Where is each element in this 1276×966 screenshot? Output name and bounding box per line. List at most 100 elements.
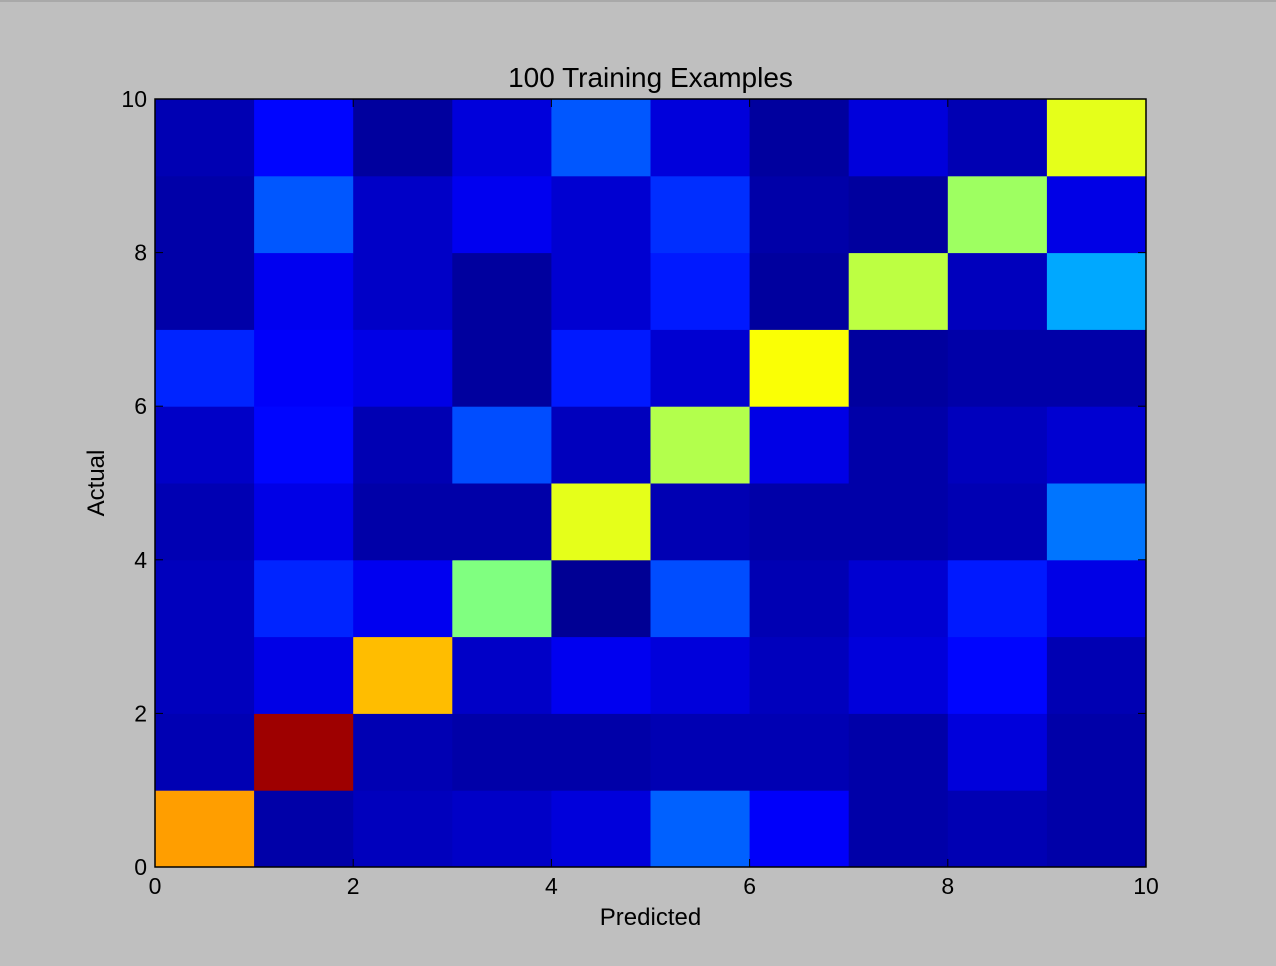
heatmap-cell-r3-c4 (551, 559, 651, 638)
y-tick-label-8: 8 (134, 240, 147, 266)
y-tick-label-4: 4 (134, 547, 147, 573)
heatmap-cell-r9-c7 (848, 99, 949, 177)
heatmap-cell-r6-c2 (353, 329, 453, 407)
heatmap-cell-r6-c1 (254, 329, 354, 407)
heatmap-cell-r4-c0 (155, 483, 255, 561)
heatmap-cell-r6-c4 (551, 329, 651, 407)
heatmap-cell-r4-c8 (947, 483, 1048, 561)
heatmap-cell-r2-c9 (1046, 636, 1147, 714)
heatmap-cell-r9-c8 (947, 99, 1048, 177)
heatmap-cell-r7-c6 (749, 252, 850, 330)
heatmap-cell-r7-c9 (1046, 252, 1147, 330)
heatmap-cell-r5-c2 (353, 406, 453, 484)
heatmap-cell-r1-c3 (452, 713, 552, 791)
heatmap-cell-r8-c9 (1046, 175, 1147, 254)
heatmap-cell-r3-c0 (155, 559, 255, 638)
heatmap-cell-r1-c6 (749, 713, 850, 791)
heatmap-cell-r5-c0 (155, 406, 255, 484)
heatmap-cell-r5-c7 (848, 406, 949, 484)
heatmap-cell-r5-c9 (1046, 406, 1147, 484)
heatmap-cell-r9-c0 (155, 99, 255, 177)
heatmap-cell-r5-c1 (254, 406, 354, 484)
x-tick-label-8: 8 (941, 873, 954, 899)
heatmap-cell-r9-c6 (749, 99, 850, 177)
heatmap-cell-r3-c9 (1046, 559, 1147, 638)
heatmap-cell-r3-c6 (749, 559, 850, 638)
heatmap-cell-r9-c4 (551, 99, 651, 177)
heatmap-cell-r9-c3 (452, 99, 552, 177)
heatmap-cell-r8-c1 (254, 175, 354, 254)
heatmap-cell-r6-c7 (848, 329, 949, 407)
x-tick-label-10: 10 (1133, 873, 1159, 899)
heatmap-cell-r4-c7 (848, 483, 949, 561)
heatmap-cell-r6-c5 (650, 329, 751, 407)
heatmap-cell-r5-c6 (749, 406, 850, 484)
heatmap-cell-r8-c4 (551, 175, 651, 254)
chart-title: 100 Training Examples (508, 62, 793, 93)
heatmap-cell-r7-c3 (452, 252, 552, 330)
y-tick-label-2: 2 (134, 700, 147, 726)
heatmap-cell-r9-c5 (650, 99, 751, 177)
heatmap-cell-r1-c8 (947, 713, 1048, 791)
heatmap-cell-r2-c3 (452, 636, 552, 714)
heatmap-cell-r6-c8 (947, 329, 1048, 407)
x-tick-labels: 0 2 4 6 8 10 (149, 873, 1159, 899)
window-top-border (0, 0, 1276, 2)
heatmap-cell-r4-c9 (1046, 483, 1147, 561)
heatmap-cell-r4-c6 (749, 483, 850, 561)
heatmap-cell-r5-c3 (452, 406, 552, 484)
x-tick-label-6: 6 (743, 873, 756, 899)
heatmap-cell-r2-c5 (650, 636, 751, 714)
heatmap-cell-r3-c1 (254, 559, 354, 638)
x-tick-label-4: 4 (545, 873, 558, 899)
heatmap-cell-r7-c0 (155, 252, 255, 330)
heatmap-cell-r0-c9 (1046, 790, 1147, 868)
heatmap-cell-r4-c5 (650, 483, 751, 561)
heatmap-cell-r6-c3 (452, 329, 552, 407)
heatmap-cell-r7-c1 (254, 252, 354, 330)
x-axis-label: Predicted (600, 904, 701, 931)
y-tick-label-0: 0 (134, 854, 147, 880)
heatmap-cell-r0-c3 (452, 790, 552, 868)
heatmap-cell-r7-c7 (848, 252, 949, 330)
heatmap-cell-r4-c1 (254, 483, 354, 561)
heatmap-cell-r4-c3 (452, 483, 552, 561)
y-tick-labels: 0 2 4 6 8 10 (121, 86, 147, 880)
heatmap-cell-r6-c6 (749, 329, 850, 407)
heatmap-cell-r1-c7 (848, 713, 949, 791)
heatmap-cell-r0-c4 (551, 790, 651, 868)
heatmap-cell-r3-c8 (947, 559, 1048, 638)
heatmap-cell-r8-c7 (848, 175, 949, 254)
heatmap-cell-r2-c2 (353, 636, 453, 714)
y-tick-label-10: 10 (121, 86, 147, 112)
heatmap-cell-r0-c6 (749, 790, 850, 868)
heatmap-cell-r2-c6 (749, 636, 850, 714)
heatmap-cell-r7-c4 (551, 252, 651, 330)
heatmap-cell-r7-c8 (947, 252, 1048, 330)
heatmap-cell-r0-c1 (254, 790, 354, 868)
heatmap-cell-r1-c5 (650, 713, 751, 791)
heatmap-cell-r3-c2 (353, 559, 453, 638)
heatmap-cells (155, 99, 1147, 868)
heatmap-cell-r5-c4 (551, 406, 651, 484)
heatmap-cell-r9-c2 (353, 99, 453, 177)
heatmap-cell-r8-c3 (452, 175, 552, 254)
heatmap-cell-r2-c8 (947, 636, 1048, 714)
heatmap-cell-r0-c0 (155, 790, 255, 868)
heatmap-cell-r1-c1 (254, 713, 354, 791)
heatmap-cell-r9-c1 (254, 99, 354, 177)
heatmap-cell-r6-c9 (1046, 329, 1147, 407)
heatmap-cell-r2-c0 (155, 636, 255, 714)
heatmap-cell-r0-c2 (353, 790, 453, 868)
heatmap-cell-r3-c3 (452, 559, 552, 638)
heatmap-cell-r3-c5 (650, 559, 751, 638)
y-tick-label-6: 6 (134, 393, 147, 419)
heatmap-cell-r1-c9 (1046, 713, 1147, 791)
heatmap-cell-r2-c4 (551, 636, 651, 714)
heatmap-cell-r1-c2 (353, 713, 453, 791)
heatmap-cell-r5-c8 (947, 406, 1048, 484)
heatmap-cell-r2-c1 (254, 636, 354, 714)
heatmap-cell-r8-c6 (749, 175, 850, 254)
plot-frame (154, 98, 1147, 868)
